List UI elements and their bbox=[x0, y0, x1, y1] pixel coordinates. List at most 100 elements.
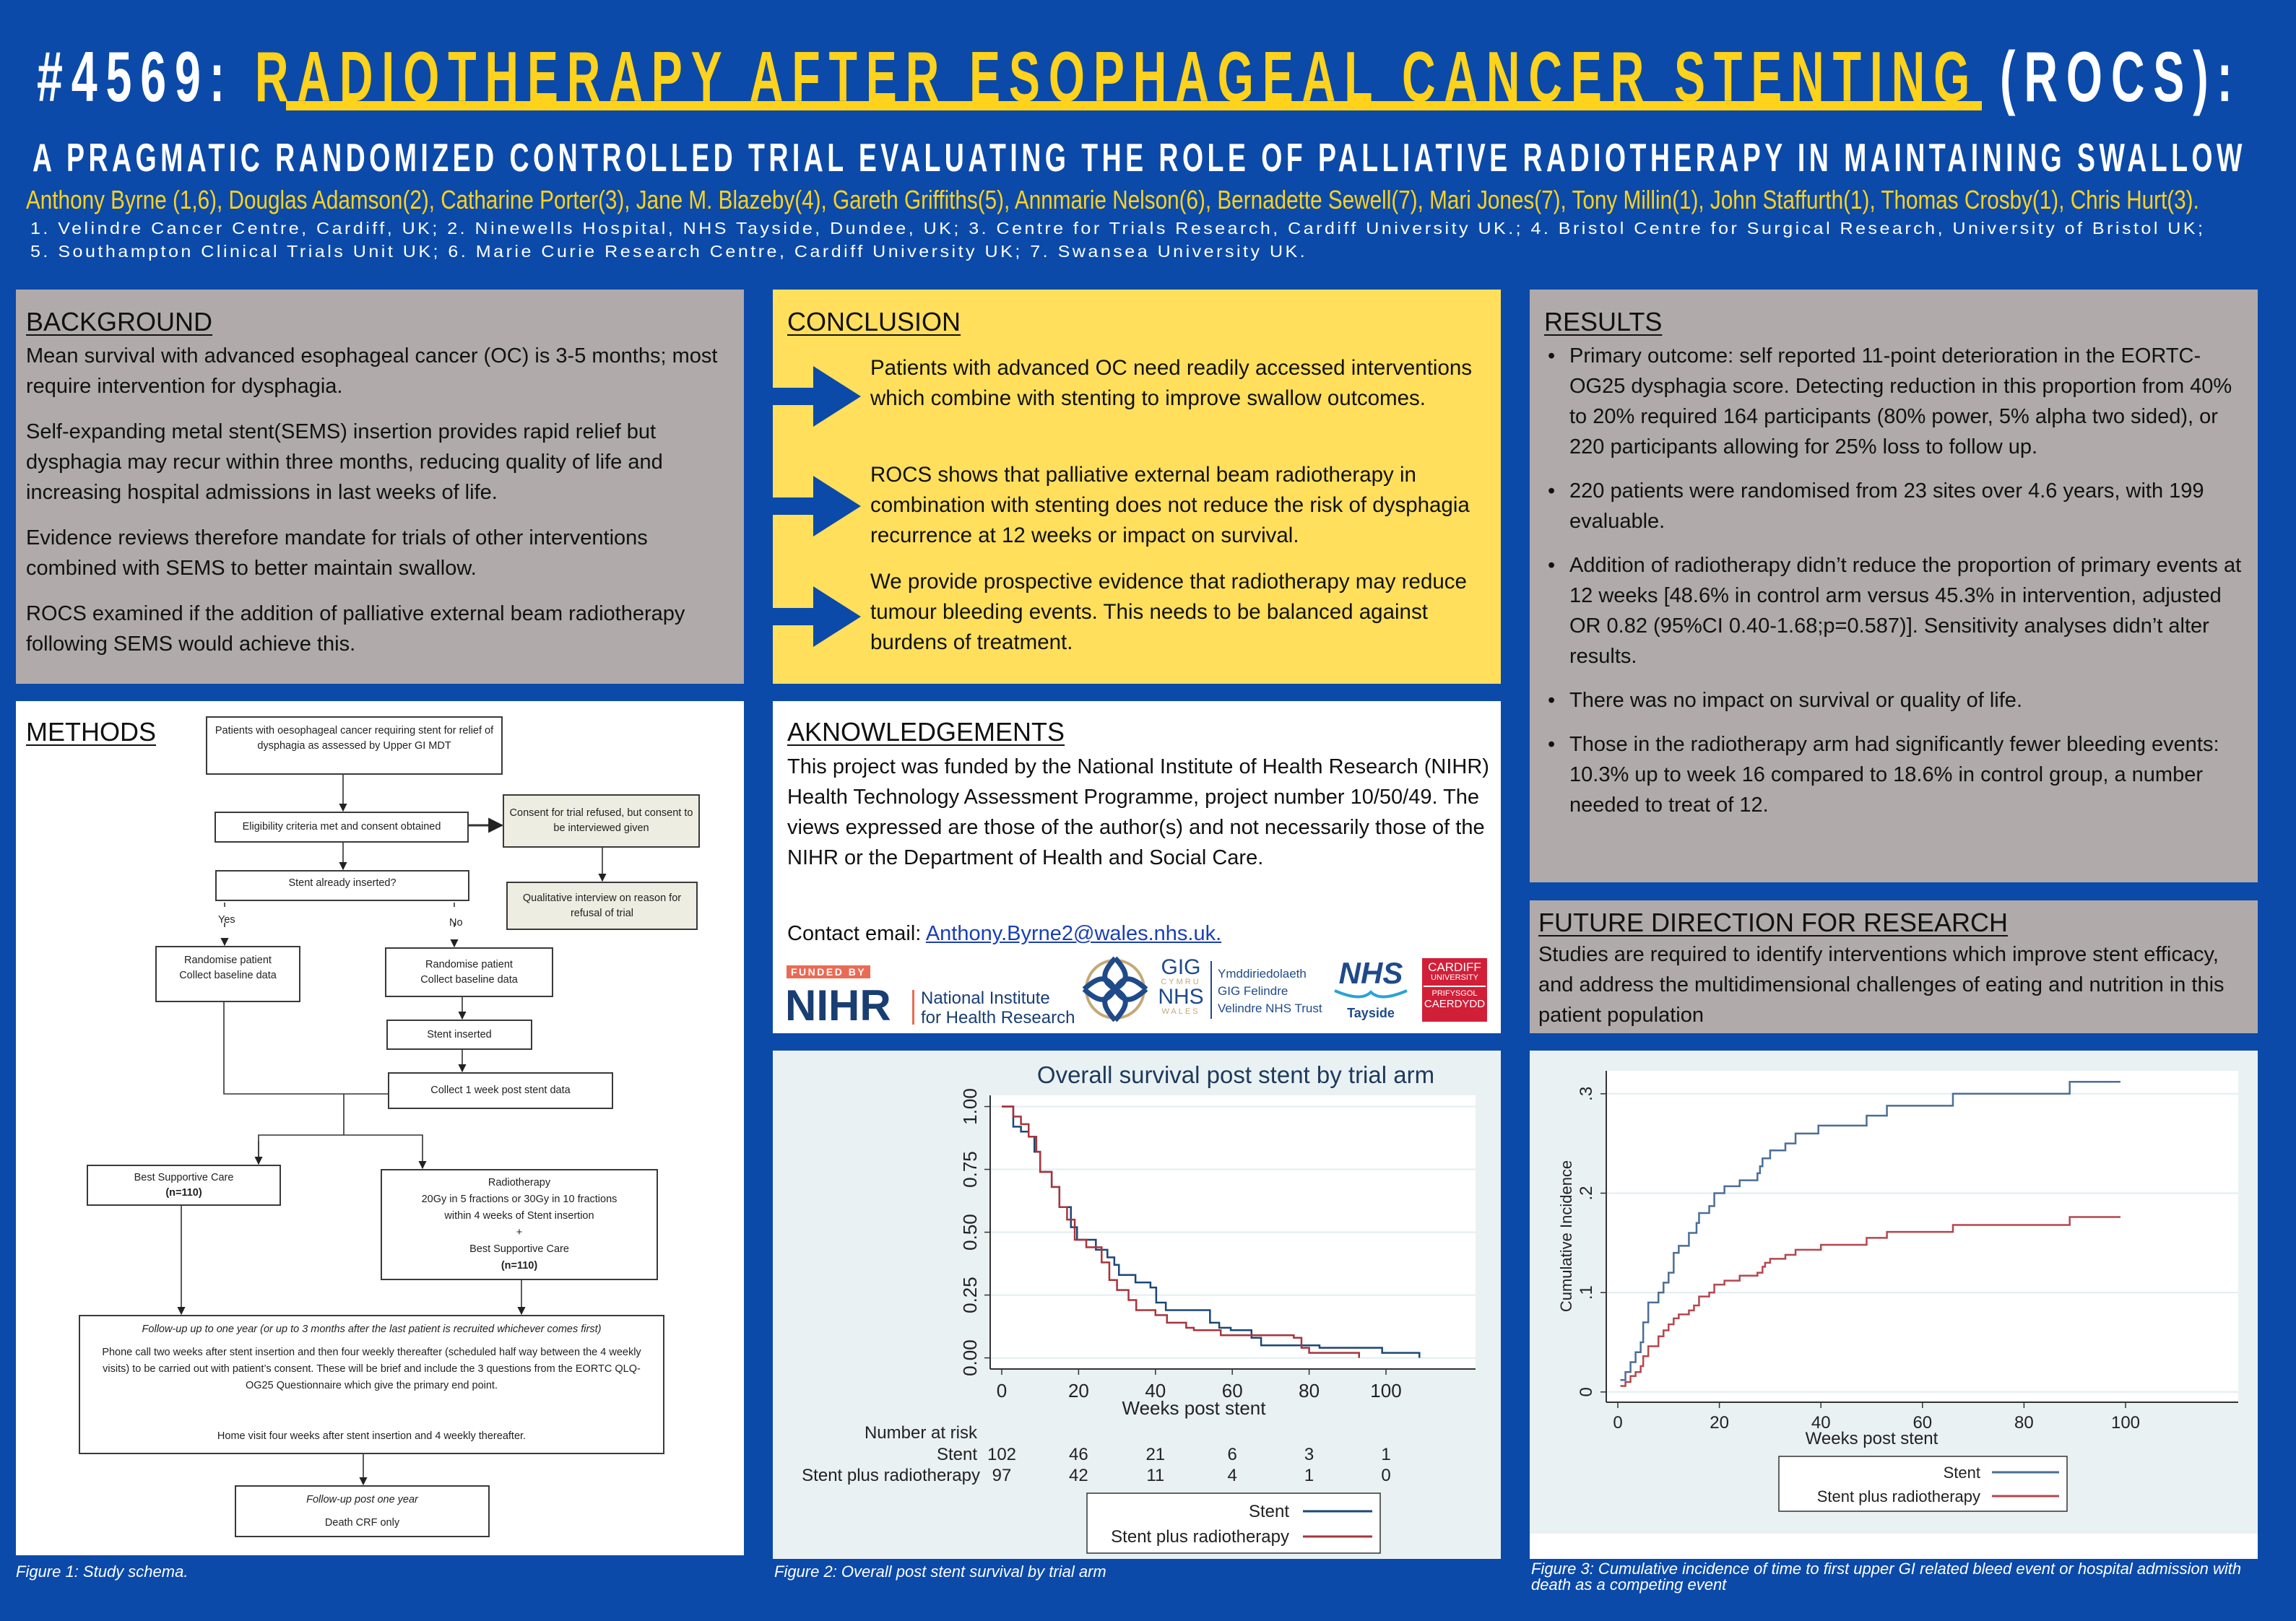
x-tick-label: 20 bbox=[1710, 1413, 1729, 1433]
figure-3-caption: Figure 3: Cumulative incidence of time t… bbox=[1531, 1560, 2242, 1594]
arrow-right-icon bbox=[773, 366, 861, 427]
y-tick-label: 0 bbox=[1577, 1387, 1596, 1396]
bullet-icon: • bbox=[1548, 344, 1556, 368]
celtic-knot-logo-icon bbox=[1082, 956, 1148, 1022]
risk-table-value: 21 bbox=[1145, 1445, 1165, 1464]
flow-label-yes: Yes bbox=[218, 914, 235, 926]
nihr-logo: NIHR bbox=[785, 981, 891, 1030]
background-heading: BACKGROUND bbox=[26, 307, 213, 336]
x-tick-label: 40 bbox=[1145, 1380, 1166, 1401]
flow-box-radiotherapy: Radiotherapy 20Gy in 5 fractions or 30Gy … bbox=[381, 1169, 658, 1280]
flow-box-consent-refused: Consent for trial refused, but consent t… bbox=[503, 794, 700, 848]
flow-box-qualitative: Qualitative interview on reason for refu… bbox=[506, 882, 698, 930]
cardiff-text: UNIVERSITY bbox=[1430, 973, 1478, 982]
affiliations-line-1: 1. Velindre Cancer Centre, Cardiff, UK; … bbox=[30, 219, 2206, 238]
methods-heading: METHODS bbox=[26, 717, 156, 747]
risk-table-value: 4 bbox=[1228, 1466, 1237, 1485]
results-item-text: 220 patients were randomised from 23 sit… bbox=[1569, 479, 2204, 533]
flow-box-patients: Patients with oesophageal cancer requiri… bbox=[206, 716, 503, 775]
flow-box-collect-week: Collect 1 week post stent data bbox=[388, 1072, 613, 1109]
figure-1-caption: Figure 1: Study schema. bbox=[16, 1563, 189, 1581]
nhs-text: NHS bbox=[1158, 985, 1204, 1009]
flow-text: 20Gy in 5 fractions or 30Gy in 10 fracti… bbox=[421, 1194, 618, 1205]
x-axis-label: Weeks post stent bbox=[1122, 1397, 1267, 1419]
x-tick-label: 80 bbox=[1299, 1380, 1320, 1401]
bullet-icon: • bbox=[1548, 554, 1556, 577]
results-item: • 220 patients were randomised from 23 si… bbox=[1548, 476, 2252, 536]
y-tick-label: 0.75 bbox=[959, 1151, 981, 1188]
poster-subtitle: A PRAGMATIC RANDOMIZED CONTROLLED TRIAL … bbox=[33, 135, 2246, 180]
results-item: • Those in the radiotherapy arm had signi… bbox=[1548, 729, 2252, 820]
poster-number: #4569: bbox=[37, 37, 255, 116]
risk-table-value: 11 bbox=[1146, 1466, 1164, 1485]
conclusion-item: We provide prospective evidence that rad… bbox=[870, 570, 1467, 654]
logo-divider bbox=[1210, 961, 1212, 1019]
arrow-right-icon bbox=[773, 476, 861, 536]
title-underline bbox=[286, 101, 1982, 110]
risk-table-header: Number at risk bbox=[865, 1423, 978, 1443]
figure-2-caption: Figure 2: Overall post stent survival by… bbox=[774, 1563, 1106, 1581]
flow-box-best-supportive-care: Best Supportive Care (n=110) bbox=[87, 1165, 281, 1206]
risk-table-value: 102 bbox=[987, 1445, 1016, 1464]
velindre-text: GIG Felindre bbox=[1218, 984, 1288, 998]
bullet-icon: • bbox=[1548, 689, 1556, 712]
y-tick-label: 0.00 bbox=[959, 1339, 981, 1376]
risk-table-value: 42 bbox=[1069, 1466, 1088, 1485]
background-body: Mean survival with advanced esophageal c… bbox=[26, 341, 741, 674]
cumulative-incidence-chart: 0 .1 .2 .3 0 20 40 60 80 100 Weeks post stent Cumul… bbox=[1530, 1051, 2258, 1534]
flow-text: Collect baseline data bbox=[179, 970, 277, 981]
risk-table-value: 1 bbox=[1381, 1445, 1390, 1464]
x-tick-label: 100 bbox=[2111, 1413, 2140, 1433]
flow-box-stent-already: Stent already inserted? bbox=[215, 870, 469, 901]
nhs-text: NHS bbox=[1338, 956, 1403, 990]
conclusion-heading: CONCLUSION bbox=[787, 307, 961, 336]
contact-line: Contact email: Anthony.Byrne2@wales.nhs.… bbox=[787, 918, 1221, 949]
legend-box bbox=[1778, 1456, 2068, 1512]
flow-text: Home visit four weeks after stent insert… bbox=[217, 1430, 527, 1442]
future-heading: FUTURE DIRECTION FOR RESEARCH bbox=[1538, 908, 2009, 937]
arrow-right-icon bbox=[773, 586, 861, 647]
nihr-name: National Institute for Health Research bbox=[921, 988, 1075, 1027]
flow-text: Collect baseline data bbox=[420, 973, 518, 986]
velindre-text: Ymddiriedolaeth bbox=[1218, 967, 1307, 981]
contact-email-link[interactable]: Anthony.Byrne2@wales.nhs.uk. bbox=[925, 922, 1222, 945]
nihr-name-line: National Institute bbox=[921, 988, 1050, 1008]
results-heading: RESULTS bbox=[1544, 307, 1663, 336]
plot-area bbox=[1606, 1071, 2238, 1402]
future-panel: FUTURE DIRECTION FOR RESEARCH Studies ar… bbox=[1530, 900, 2258, 1033]
flow-text: + bbox=[516, 1227, 523, 1238]
flow-box-followup: Follow-up up to one year (or up to 3 mon… bbox=[79, 1315, 664, 1454]
bullet-icon: • bbox=[1548, 479, 1556, 503]
results-item-text: Addition of radiotherapy didn’t reduce t… bbox=[1569, 554, 2242, 668]
results-panel: RESULTS • Primary outcome: self reported … bbox=[1530, 290, 2258, 882]
poster-title-suffix: (ROCS): bbox=[1978, 37, 2241, 116]
chart-title: Overall survival post stent by trial arm bbox=[1037, 1061, 1434, 1088]
flow-text: (n=110) bbox=[165, 1186, 202, 1199]
future-text: Studies are required to identify interve… bbox=[1538, 943, 2224, 1027]
cardiff-university-logo: CARDIFF UNIVERSITY PRIFYSGOL CAERDYDD bbox=[1422, 958, 1487, 1022]
risk-table-value: 3 bbox=[1304, 1445, 1314, 1464]
flow-text: Best Supportive Care bbox=[469, 1243, 569, 1255]
x-tick-label: 100 bbox=[1370, 1380, 1401, 1401]
gig-text: GIG bbox=[1161, 955, 1201, 979]
bullet-icon: • bbox=[1548, 733, 1556, 756]
background-paragraph: Mean survival with advanced esophageal c… bbox=[26, 344, 718, 398]
flow-box-stent-inserted: Stent inserted bbox=[386, 1020, 532, 1050]
y-tick-label: .1 bbox=[1577, 1285, 1596, 1300]
y-axis-label: Cumulative Incidence bbox=[1557, 1160, 1575, 1312]
risk-table-value: 0 bbox=[1381, 1466, 1390, 1485]
legend-box bbox=[1086, 1492, 1381, 1554]
y-tick-label: .3 bbox=[1577, 1087, 1596, 1101]
velindre-text: Velindre NHS Trust bbox=[1218, 1001, 1322, 1015]
conclusion-panel: CONCLUSION Patients with advanced OC nee… bbox=[773, 290, 1501, 684]
risk-table-value: 6 bbox=[1228, 1445, 1237, 1464]
background-paragraph: Self-expanding metal stent(SEMS) inserti… bbox=[26, 420, 663, 504]
conclusion-item: Patients with advanced OC need readily a… bbox=[870, 356, 1473, 410]
legend-label: Stent plus radiotherapy bbox=[1111, 1527, 1289, 1547]
funded-by-badge: FUNDED BY bbox=[787, 965, 871, 978]
background-paragraph: ROCS examined if the addition of palliat… bbox=[26, 602, 685, 656]
legend-label: Stent plus radiotherapy bbox=[1817, 1487, 1980, 1505]
x-tick-label: 40 bbox=[1811, 1413, 1831, 1433]
results-item-text: Those in the radiotherapy arm had signif… bbox=[1569, 733, 2219, 817]
y-tick-label: 0.50 bbox=[959, 1214, 981, 1251]
